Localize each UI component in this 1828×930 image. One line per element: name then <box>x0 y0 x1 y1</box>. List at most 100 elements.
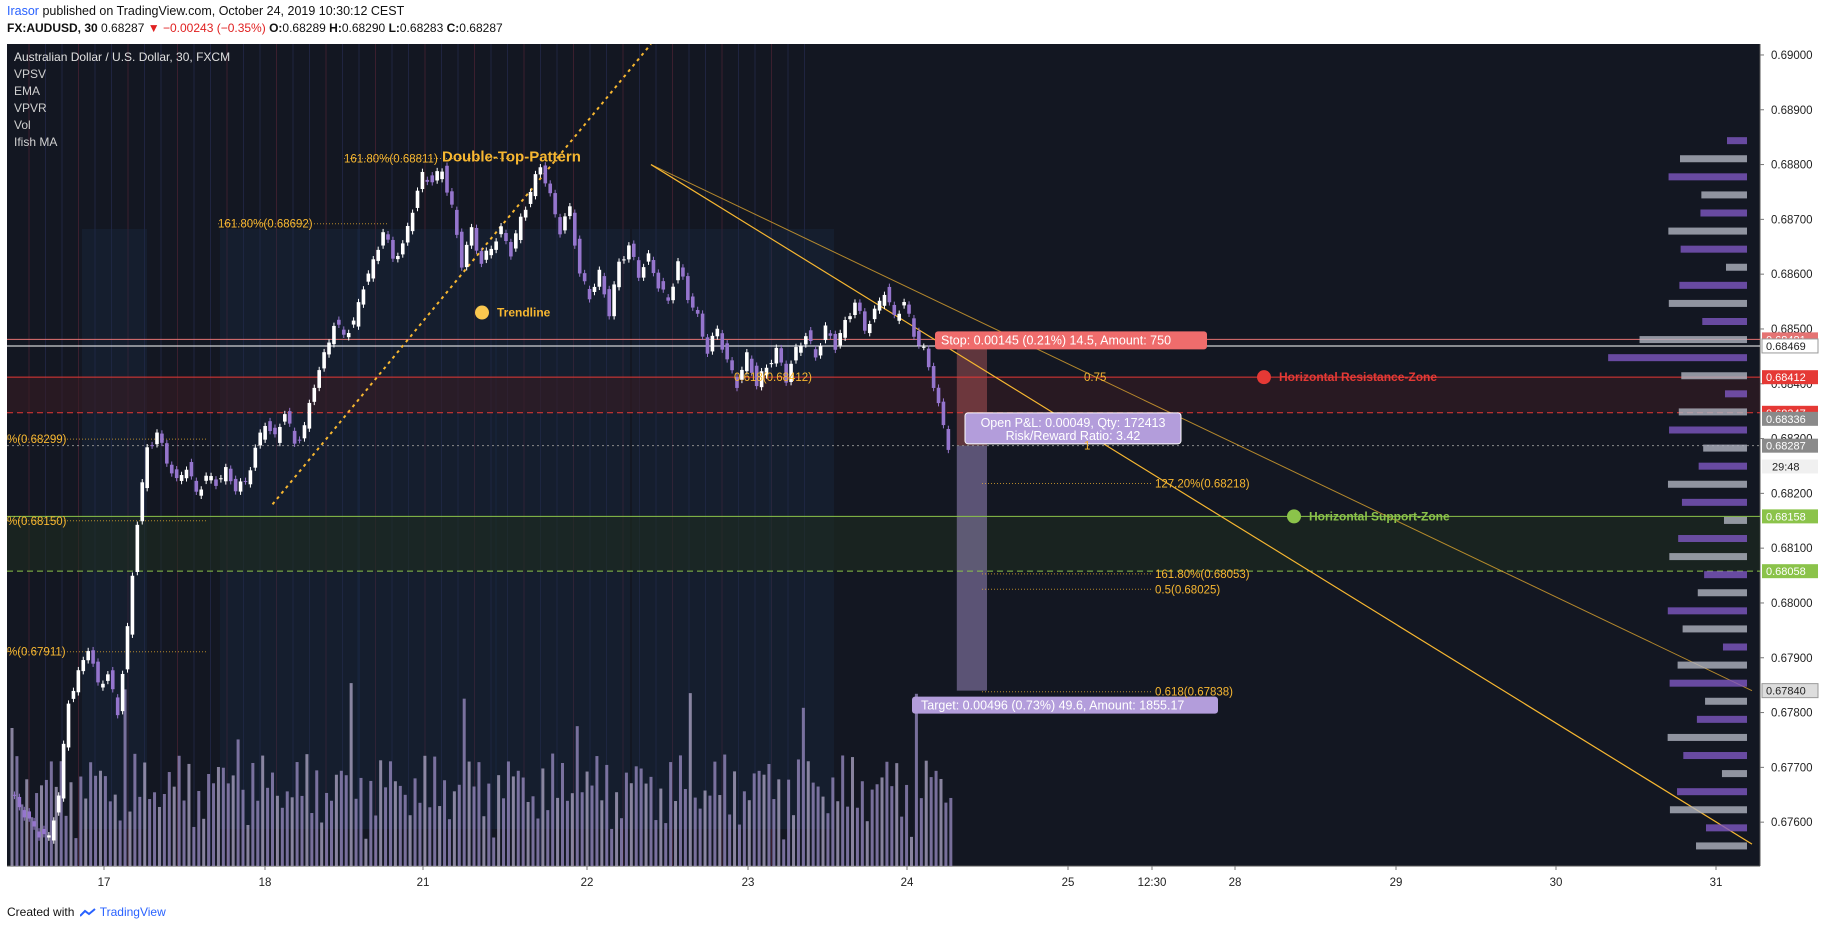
candle-body <box>715 328 720 337</box>
volume-profile-bar <box>1680 155 1747 163</box>
candle-body <box>110 670 115 690</box>
candle-body <box>332 325 336 345</box>
candle-body <box>12 794 17 796</box>
time-axis-background <box>7 866 1760 896</box>
candle-body <box>71 690 76 699</box>
candle-body <box>312 387 317 402</box>
volume-bar <box>79 776 83 866</box>
volume-bar <box>516 770 520 866</box>
fib-label: 127.20%(0.68218) <box>1155 478 1250 490</box>
time-tick-label: 22 <box>581 877 594 889</box>
candle-body <box>86 651 90 661</box>
price-tick-label: 0.68600 <box>1771 269 1813 281</box>
volume-bar <box>49 761 53 866</box>
candle-body <box>233 478 238 492</box>
volume-bar <box>654 820 658 866</box>
volume-profile-bar <box>1677 661 1747 669</box>
candle-body <box>514 233 518 249</box>
volume-bar <box>890 786 894 866</box>
candle-body <box>882 294 887 306</box>
candle-body <box>823 325 828 341</box>
volume-profile-bar <box>1698 462 1747 470</box>
volume-bar <box>457 784 461 866</box>
high-value: 0.68290 <box>341 21 386 35</box>
volume-bar <box>649 776 653 866</box>
volume-bar <box>153 792 157 866</box>
volume-bar <box>826 813 830 866</box>
volume-profile-bar <box>1705 697 1747 705</box>
volume-profile-bar <box>1700 209 1747 217</box>
volume-bar <box>192 826 196 866</box>
volume-bar <box>123 689 127 866</box>
volume-bar <box>369 780 373 866</box>
volume-bar <box>187 763 191 866</box>
volume-bar <box>693 797 697 866</box>
volume-bar <box>885 761 889 866</box>
resistance-marker <box>1257 370 1271 385</box>
candle-body <box>759 371 764 388</box>
volume-bar <box>683 789 687 866</box>
volume-bar <box>364 838 368 866</box>
volume-bar <box>659 788 663 866</box>
volume-bar <box>15 756 19 866</box>
candle-body <box>51 820 56 841</box>
volume-bar <box>89 762 93 866</box>
candle-body <box>504 233 508 241</box>
volume-bar <box>236 739 240 866</box>
volume-bar <box>698 808 702 866</box>
volume-bar <box>413 778 417 866</box>
candle-body <box>804 336 808 345</box>
volume-bar <box>782 839 786 866</box>
price-chart[interactable]: Double-Top-Pattern Trendline Horizontal Re… <box>7 44 1821 896</box>
candle-body <box>253 447 258 468</box>
candle-body <box>799 345 803 353</box>
descending-trendline <box>650 164 1753 845</box>
volume-bar <box>162 793 166 866</box>
volume-bar <box>905 784 909 866</box>
price-tick-label: 0.67700 <box>1771 762 1813 774</box>
volume-bar <box>733 771 737 866</box>
candle-body <box>862 311 867 331</box>
candle-body <box>366 273 371 282</box>
candle-body <box>27 811 32 819</box>
candle-body <box>641 267 646 278</box>
price-tick-label: 0.68100 <box>1771 543 1813 555</box>
volume-bar <box>482 816 486 866</box>
candle-body <box>808 330 813 342</box>
candle-body <box>725 343 729 360</box>
symbol[interactable]: FX:AUDUSD, 30 <box>7 21 98 35</box>
volume-bar <box>723 754 727 866</box>
volume-bar <box>433 756 437 866</box>
volume-bar <box>728 814 732 866</box>
candle-body <box>848 316 852 320</box>
fib-label: 161.80%(0.68053) <box>1155 569 1250 581</box>
volume-bar <box>226 783 230 866</box>
volume-bar <box>590 785 594 866</box>
candle-body <box>435 171 439 181</box>
candle-body <box>445 165 449 193</box>
candle-body <box>597 269 602 287</box>
volume-bar <box>241 789 245 866</box>
volume-bar <box>172 786 176 866</box>
volume-bar <box>310 813 314 866</box>
volume-profile-bar <box>1678 408 1747 416</box>
volume-bar <box>644 783 648 866</box>
volume-bar <box>556 797 560 866</box>
volume-bar <box>703 790 707 866</box>
candle-body <box>602 276 607 295</box>
fib-label: %(0.68299) <box>7 434 67 446</box>
candle-body <box>538 167 543 175</box>
volume-bar <box>934 770 938 866</box>
author-link[interactable]: Irasor <box>7 4 39 18</box>
candle-body <box>661 281 666 290</box>
candle-body <box>81 660 86 672</box>
candle-body <box>17 796 22 808</box>
price-badge <box>1762 509 1818 524</box>
tradingview-link[interactable]: TradingView <box>99 905 166 919</box>
volume-bar <box>467 761 471 866</box>
time-tick-label: 18 <box>259 877 272 889</box>
candle-body <box>499 226 503 235</box>
candle-body <box>700 313 705 337</box>
volume-profile-bar <box>1669 426 1747 434</box>
candle-body <box>627 245 631 260</box>
